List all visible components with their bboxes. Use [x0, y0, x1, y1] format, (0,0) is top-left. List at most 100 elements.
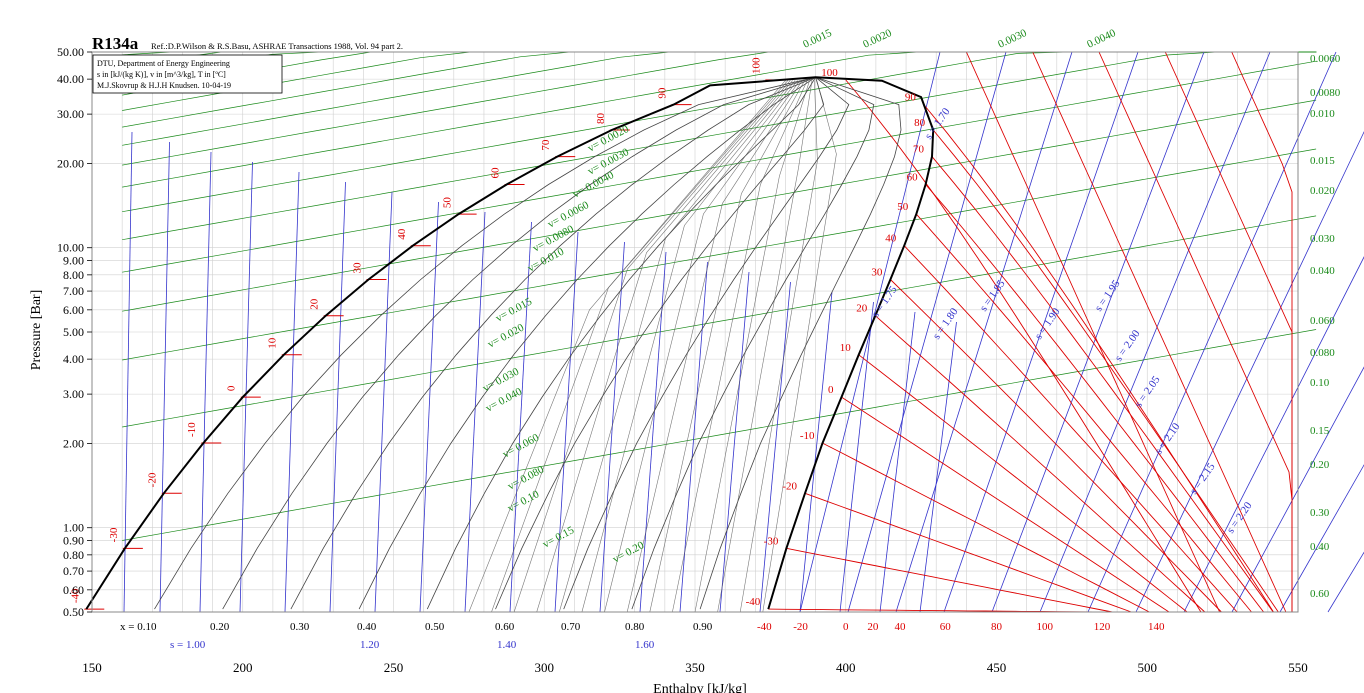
isentrope-vapor-line [943, 51, 1139, 613]
isentrope-liquid-line [879, 311, 916, 613]
sat-liquid-temp-label: 90 [657, 87, 669, 99]
isentrope-vapor-line [1183, 256, 1364, 613]
isochore-right-label: 0.40 [1310, 541, 1330, 553]
x-tick-label: 450 [987, 660, 1007, 675]
quality-helper-line [694, 80, 810, 613]
isentrope-liquid-line [759, 281, 791, 613]
sat-liquid-temp-label: -40 [69, 588, 81, 603]
entropy-bottom-label: 1.20 [360, 639, 380, 651]
sat-liquid-temp-label: 10 [267, 337, 279, 349]
isentrope-vapor-line [1327, 551, 1364, 613]
chart-reference: Ref.:D.P.Wilson & R.S.Basu, ASHRAE Trans… [151, 41, 403, 51]
y-tick-label: 0.70 [63, 564, 84, 578]
sat-liquid-temp-label: -20 [147, 472, 159, 487]
sat-vapor-temp-label: 40 [885, 233, 897, 245]
isochore-line [122, 99, 1317, 312]
y-tick-label: 40.00 [57, 72, 84, 86]
sat-liquid-temp-label: 50 [442, 197, 454, 209]
quality-helper-line [536, 80, 793, 613]
line-labels: x = 0.10 0.20 0.30 0.40 0.50 0.60 0.70 0.80 0.90… [69, 27, 1340, 651]
isotherm-T100 [845, 79, 1202, 613]
sat-vapor-temp-label: 0 [828, 384, 834, 396]
quality-line-x3 [290, 76, 816, 610]
entropy-bottom-label: 1.60 [635, 639, 655, 651]
isochore-right-label: 0.030 [1310, 233, 1335, 245]
isentrope-liquid-line [419, 201, 439, 613]
quality-label: 0.30 [290, 621, 310, 633]
x-tick-label: 150 [82, 660, 102, 675]
y-tick-label: 8.00 [63, 268, 84, 282]
isentrope-liquid-line [123, 131, 133, 613]
chart-title: R134a [92, 34, 139, 53]
isentrope-label: s = 2.20 [1225, 500, 1255, 536]
entropy-bottom-label: s = 1.00 [170, 639, 206, 651]
quality-helper-line [672, 80, 808, 613]
y-tick-label: 2.00 [63, 436, 84, 450]
quality-label: 0.60 [495, 621, 515, 633]
isochore-line [122, 148, 1317, 361]
info-box: DTU, Department of Energy Engineering s … [92, 54, 283, 94]
isentrope-liquid-line [839, 301, 874, 613]
quality-label: 0.40 [357, 621, 377, 633]
isochore-line [122, 51, 1317, 146]
isotherm-T80 [932, 129, 1279, 613]
isochore-right-label: 0.20 [1310, 459, 1330, 471]
quality-label: 0.50 [425, 621, 445, 633]
sat-liquid-temp-label: 100 [750, 57, 762, 74]
quality-helper-line [626, 80, 803, 613]
sat-vapor-temp-label: -40 [746, 596, 761, 608]
isotherm-T70 [931, 156, 1274, 613]
isentrope-liquid-line [374, 191, 393, 613]
isentrope-liquid-line [719, 271, 750, 613]
isotherm-T60 [925, 184, 1264, 613]
info-line-3: M.J.Skovrup & H.J.H Knudsen. 10-04-19 [97, 81, 231, 90]
sat-vapor-temp-label: 10 [840, 342, 852, 354]
y-tick-label: 3.00 [63, 387, 84, 401]
quality-helper-line [491, 80, 789, 613]
isochore-right-label: 0.015 [1310, 155, 1335, 167]
isotherm-T0 [841, 396, 1170, 613]
quality-helper-line [604, 80, 801, 613]
isentrope-label: s = 2.15 [1188, 461, 1218, 497]
quality-label: x = 0.10 [120, 621, 157, 633]
sat-vapor-temp-label: 90 [905, 92, 917, 104]
isotherm-T50 [915, 213, 1252, 613]
saturation-curve [85, 76, 935, 610]
sat-liquid-temp-label: 80 [595, 112, 607, 124]
x-tick-label: 500 [1138, 660, 1158, 675]
y-tick-label: 4.00 [63, 352, 84, 366]
x-axis-label: Enthalpy [kJ/kg] [653, 682, 747, 693]
isochore-line [122, 215, 1317, 428]
y-tick-label: 0.60 [63, 583, 84, 597]
quality-helper-line [739, 80, 818, 613]
isotherm-lines [84, 51, 1293, 613]
quality-line-x4 [358, 76, 816, 610]
isentrope-vapor-line [1279, 464, 1364, 613]
isotherm-T110 [965, 51, 1221, 613]
isochore-top-label: 0.0030 [996, 27, 1029, 51]
isotherm-T10 [858, 354, 1188, 613]
quality-line-x7 [563, 76, 850, 610]
sat-vapor-temp-label: 50 [897, 201, 909, 213]
x-tick-label: 350 [685, 660, 705, 675]
isotherm-T120 [1032, 51, 1287, 613]
isotherm-bottom-label: 80 [991, 621, 1003, 633]
isochore-right-label: 0.10 [1310, 377, 1330, 389]
quality-helper-line [559, 80, 796, 613]
isentrope-liquid-line [799, 291, 833, 613]
y-axis-label: Pressure [Bar] [29, 290, 44, 370]
isochore-right-label: 0.60 [1310, 588, 1330, 600]
quality-helper-line [717, 80, 813, 613]
isentrope-liquid-line [464, 211, 486, 613]
isochore-inside-label: v= 0.010 [526, 245, 567, 274]
isotherm-T150 [1231, 51, 1293, 612]
isotherm-bottom-label: 40 [895, 621, 907, 633]
quality-label: 0.90 [693, 621, 713, 633]
isotherm-bottom-label: 60 [940, 621, 952, 633]
y-tick-label: 50.00 [57, 45, 84, 59]
isentrope-vapor-line [799, 51, 941, 613]
isochore-line [122, 51, 1317, 241]
y-tick-label: 1.00 [63, 521, 84, 535]
sat-vapor-temp-label: 80 [914, 117, 926, 129]
isochore-right-label: 0.020 [1310, 185, 1335, 197]
